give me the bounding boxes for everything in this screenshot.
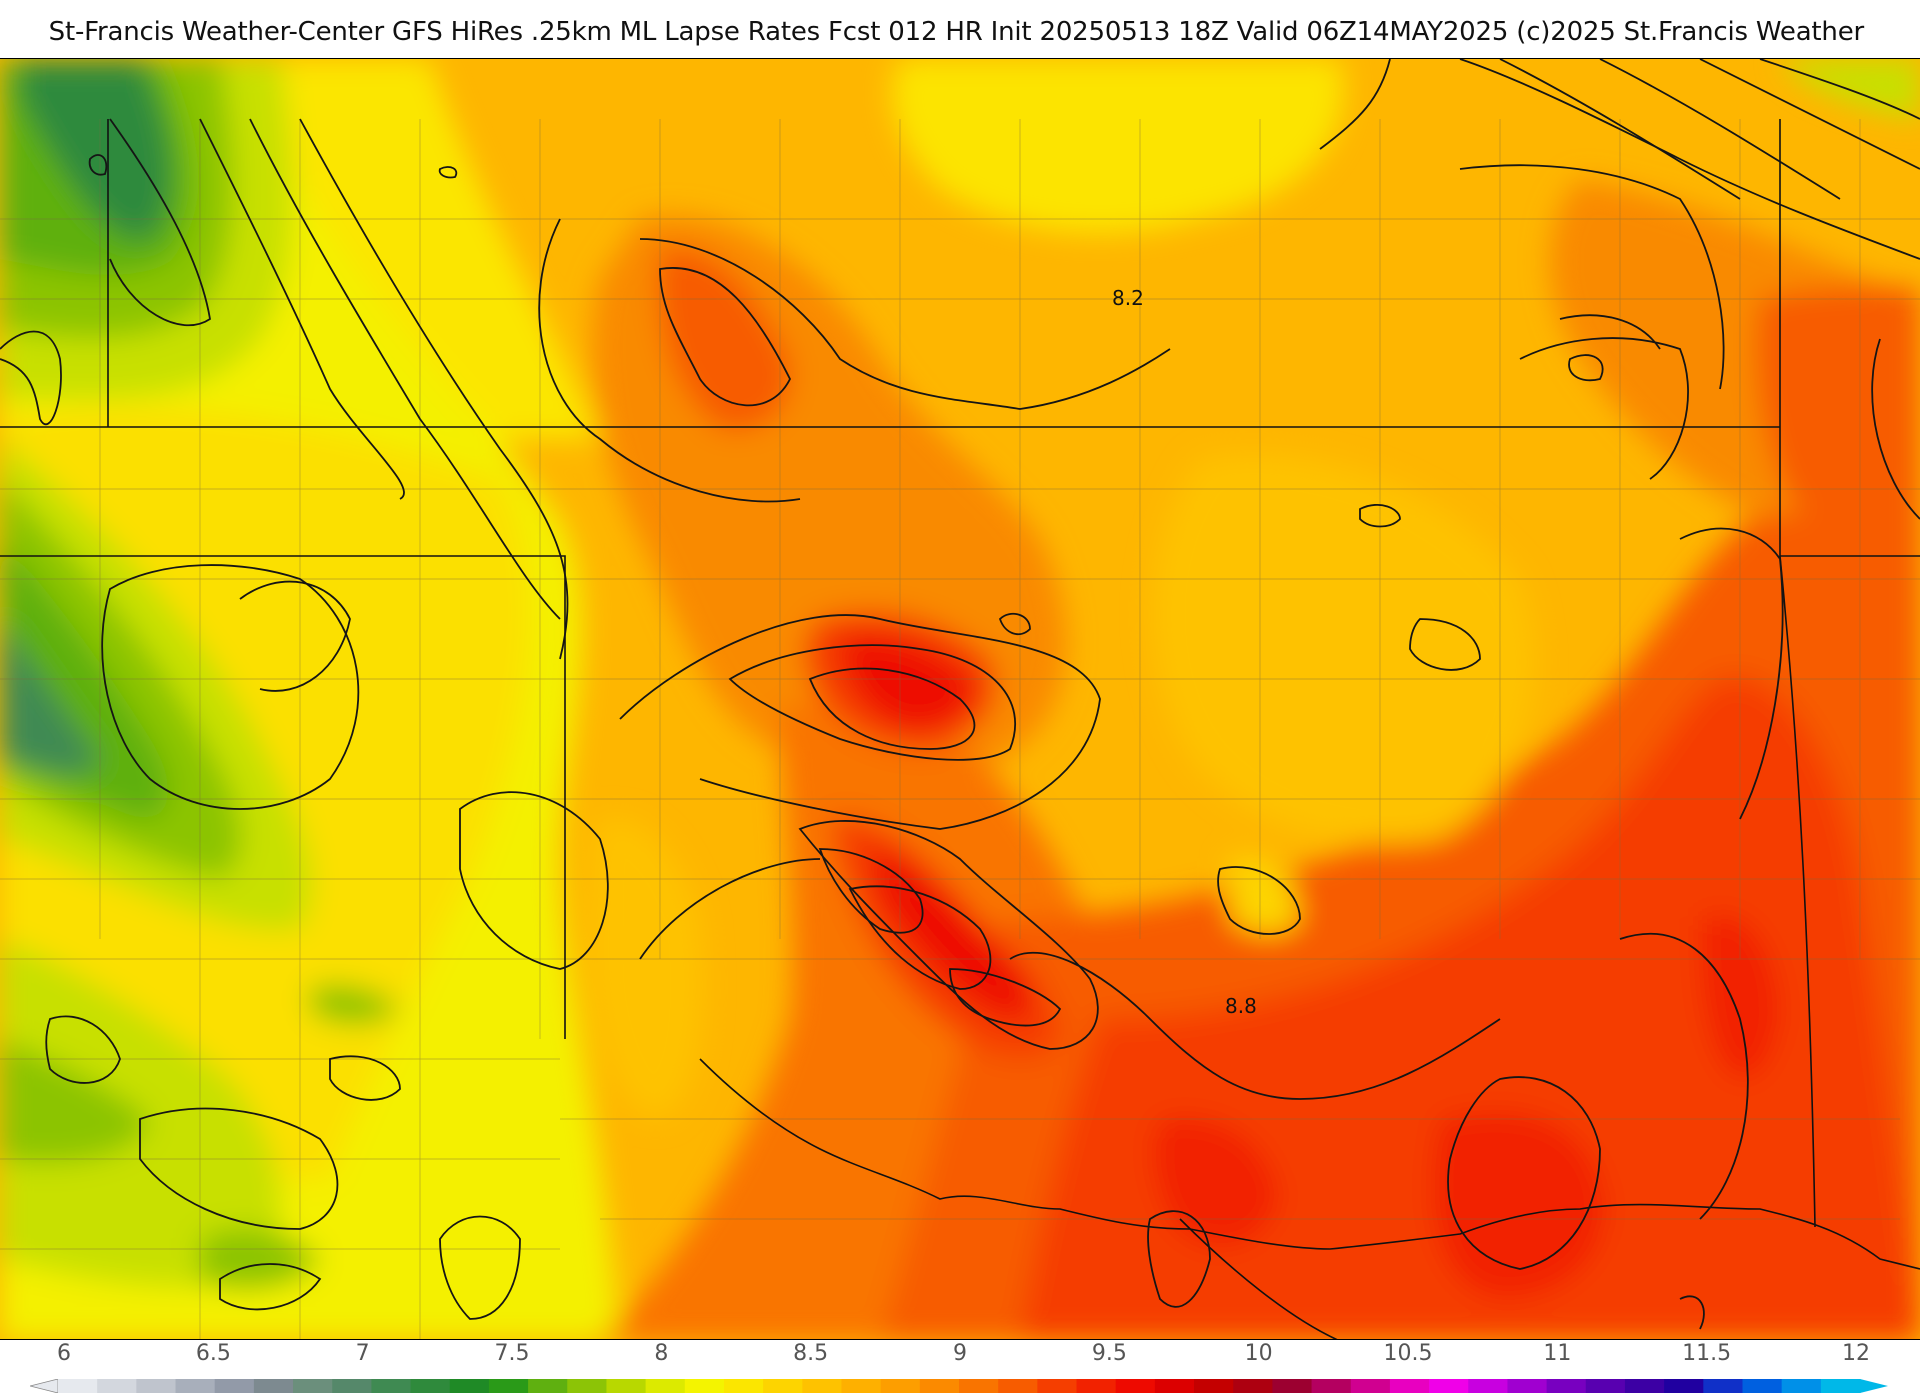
colorbar-segment bbox=[567, 1379, 608, 1393]
colorbar-segment bbox=[175, 1379, 216, 1393]
title-bar: St-Francis Weather-Center GFS HiRes .25k… bbox=[0, 0, 1920, 58]
colorbar-segment bbox=[1389, 1379, 1430, 1393]
colorbar-segment bbox=[723, 1379, 764, 1393]
colorbar-segment bbox=[253, 1379, 294, 1393]
colorbar-segment bbox=[449, 1379, 490, 1393]
colorbar-segment bbox=[919, 1379, 960, 1393]
colorbar-segment bbox=[1037, 1379, 1078, 1393]
colorbar-segment bbox=[645, 1379, 686, 1393]
colorbar-segment bbox=[1820, 1379, 1861, 1393]
colorbar-segment bbox=[1703, 1379, 1744, 1393]
colorbar-segment bbox=[998, 1379, 1038, 1393]
colorbar-segment bbox=[1781, 1379, 1822, 1393]
colorbar-segment bbox=[763, 1379, 803, 1393]
colorbar-segment bbox=[802, 1379, 843, 1393]
colorbar-segment bbox=[1194, 1379, 1234, 1393]
colorbar-segment bbox=[1468, 1379, 1509, 1393]
legend-tick-label: 8.5 bbox=[793, 1341, 829, 1366]
color-scale-bar bbox=[30, 1379, 1888, 1393]
colorbar-segment bbox=[410, 1379, 451, 1393]
legend-tick-label: 11 bbox=[1543, 1341, 1572, 1366]
colorbar-segment bbox=[488, 1379, 529, 1393]
colorbar-segment bbox=[371, 1379, 412, 1393]
legend-tick-label: 11.5 bbox=[1682, 1341, 1732, 1366]
colorbar-segment bbox=[1742, 1379, 1783, 1393]
colorbar-segment bbox=[606, 1379, 647, 1393]
colorbar-segment bbox=[332, 1379, 372, 1393]
state-borders bbox=[0, 119, 1920, 1339]
legend-tick-label: 7 bbox=[355, 1341, 370, 1366]
legend-tick-label: 6 bbox=[57, 1341, 71, 1366]
legend-tick-label: 7.5 bbox=[494, 1341, 530, 1366]
contour-label-group: 8.2 8.8 bbox=[1112, 286, 1257, 1018]
contour-label: 8.8 bbox=[1225, 994, 1257, 1018]
colorbar-segment bbox=[1507, 1379, 1548, 1393]
colorbar-segment bbox=[136, 1379, 177, 1393]
colorbar-segment bbox=[1311, 1379, 1352, 1393]
county-lines bbox=[0, 119, 1920, 1339]
legend-tick-label: 9.5 bbox=[1091, 1341, 1127, 1366]
colorbar-min-arrow bbox=[30, 1379, 59, 1393]
legend-tick-label: 9 bbox=[953, 1341, 967, 1366]
contour-label: 8.2 bbox=[1112, 286, 1144, 310]
lapse-rate-map: 8.2 8.8 bbox=[0, 59, 1920, 1339]
legend-tick-label: 8 bbox=[654, 1341, 669, 1366]
colorbar-segment bbox=[58, 1379, 98, 1393]
colorbar-segment bbox=[880, 1379, 921, 1393]
colorbar-segment bbox=[1233, 1379, 1273, 1393]
colorbar-segment bbox=[1115, 1379, 1156, 1393]
colorbar-segment bbox=[293, 1379, 333, 1393]
colorbar-segment bbox=[1076, 1379, 1117, 1393]
colorbar-segment bbox=[684, 1379, 725, 1393]
colorbar-segment bbox=[1429, 1379, 1469, 1393]
colorbar-segment bbox=[214, 1379, 255, 1393]
colorbar-segment bbox=[841, 1379, 882, 1393]
shaded-field bbox=[0, 59, 1920, 1339]
colorbar-segment bbox=[1585, 1379, 1626, 1393]
colorbar-segment bbox=[959, 1379, 999, 1393]
colorbar-segment bbox=[1624, 1379, 1665, 1393]
contour-lines bbox=[0, 59, 1920, 1330]
colorbar-segment bbox=[1154, 1379, 1195, 1393]
colorbar-max-arrow bbox=[1860, 1379, 1888, 1393]
legend-tick-label: 6.5 bbox=[195, 1341, 231, 1366]
colorbar-segment bbox=[1546, 1379, 1587, 1393]
legend-tick-label: 10 bbox=[1244, 1341, 1273, 1366]
colorbar-segment bbox=[97, 1379, 137, 1393]
colorbar-segment bbox=[1664, 1379, 1704, 1393]
colorbar-segment bbox=[1350, 1379, 1391, 1393]
legend-tick-label: 12 bbox=[1842, 1341, 1870, 1366]
map-title: St-Francis Weather-Center GFS HiRes .25k… bbox=[48, 17, 1865, 47]
legend-tick-label: 10.5 bbox=[1383, 1341, 1433, 1366]
colorbar-segment bbox=[528, 1379, 568, 1393]
colorbar-segment bbox=[1272, 1379, 1313, 1393]
map-panel: 8.2 8.8 bbox=[0, 58, 1920, 1340]
